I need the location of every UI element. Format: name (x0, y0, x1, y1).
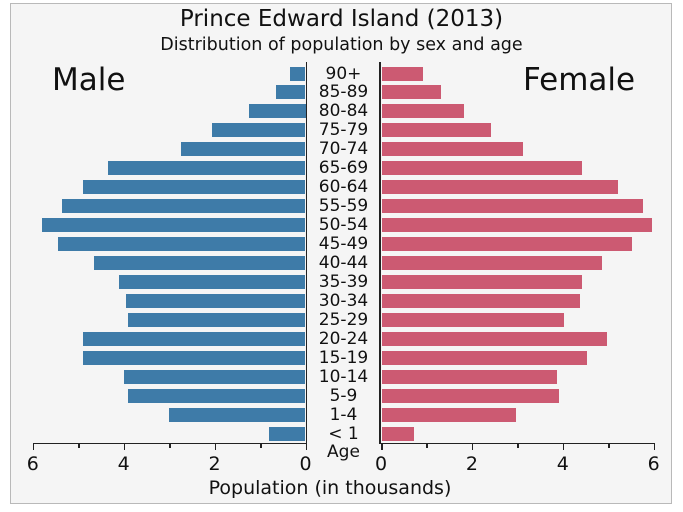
female-bar (382, 104, 464, 119)
female-bar (382, 350, 587, 365)
female-bar (382, 312, 564, 327)
chart-subtitle: Distribution of population by sex and ag… (160, 35, 523, 55)
male-bar (128, 312, 306, 327)
male-axis-tick-label: 6 (26, 452, 39, 475)
age-group-label: 10-14 (318, 366, 369, 387)
male-bar (82, 331, 306, 346)
male-panel-label: Male (52, 62, 126, 98)
age-group-label: 55-59 (318, 196, 369, 217)
age-group-label: 45-49 (318, 234, 369, 255)
female-bar (382, 237, 632, 252)
age-axis-label: Age (327, 442, 360, 462)
age-group-label: 80-84 (318, 101, 369, 122)
male-axis-major-tick (214, 442, 217, 450)
male-bar (212, 123, 306, 138)
age-group-label: 85-89 (318, 82, 369, 103)
male-axis-tick-label: 0 (299, 452, 312, 475)
male-axis-minor-tick (78, 442, 80, 448)
male-bar (180, 142, 306, 157)
female-bar (382, 426, 414, 441)
female-bar (382, 66, 423, 81)
male-bar (248, 104, 306, 119)
plot-frame (10, 3, 672, 504)
female-axis-major-tick (653, 442, 656, 450)
male-bar (94, 256, 306, 270)
age-group-label: 40-44 (318, 253, 369, 273)
female-panel-label: Female (523, 62, 636, 98)
age-group-label: 25-29 (318, 309, 369, 330)
male-bar (128, 388, 306, 403)
age-group-label: 30-34 (318, 290, 369, 311)
age-group-label: 5-9 (329, 385, 358, 406)
age-group-label: 1-4 (329, 404, 358, 425)
female-axis-tick-label: 2 (465, 452, 478, 475)
male-bar (289, 66, 306, 81)
female-axis-major-tick (562, 442, 565, 450)
male-bar (123, 369, 306, 384)
male-bar (107, 161, 306, 176)
female-axis-tick-label: 0 (374, 452, 388, 475)
male-bar (119, 274, 306, 289)
female-bar (382, 256, 603, 270)
male-bar (62, 199, 306, 214)
female-axis-tick-label: 6 (647, 452, 660, 475)
age-group-label: 65-69 (318, 158, 369, 179)
female-bar (382, 161, 582, 176)
age-group-label: 75-79 (318, 120, 369, 141)
male-bar (41, 218, 306, 233)
age-group-label: < 1 (328, 423, 359, 444)
male-bar (125, 293, 306, 308)
age-group-label: 35-39 (318, 271, 369, 292)
female-axis-minor-tick (608, 442, 610, 448)
age-group-label: 60-64 (318, 177, 369, 198)
male-bar (269, 426, 306, 441)
male-axis-minor-tick (169, 442, 171, 448)
male-axis-minor-tick (260, 442, 262, 448)
female-bar (382, 274, 582, 289)
female-axis-minor-tick (426, 442, 428, 448)
male-axis-tick-label: 4 (117, 452, 130, 475)
male-axis-tick-label: 2 (208, 452, 221, 475)
age-group-label: 50-54 (318, 215, 369, 236)
male-bar (82, 180, 306, 195)
female-axis-major-tick (381, 442, 383, 450)
age-group-label: 70-74 (318, 139, 369, 160)
female-bar (382, 388, 560, 403)
x-axis-title: Population (in thousands) (208, 477, 452, 499)
female-bar (382, 293, 580, 308)
female-bar (382, 142, 523, 157)
age-group-label: 20-24 (318, 328, 369, 349)
female-axis-tick-label: 4 (556, 452, 569, 475)
female-axis-minor-tick (517, 442, 519, 448)
male-bar (275, 85, 306, 100)
male-axis-major-tick (123, 442, 126, 450)
chart-title: Prince Edward Island (2013) (179, 6, 504, 32)
male-bar (169, 407, 306, 422)
male-bar (82, 350, 306, 365)
female-bar (382, 407, 517, 422)
male-axis-major-tick (32, 442, 35, 450)
female-bar (382, 85, 442, 100)
male-bar (57, 237, 306, 252)
age-group-label: 90+ (325, 63, 362, 84)
female-x-axis-line (379, 442, 654, 445)
female-bar (382, 199, 644, 214)
female-bar (382, 180, 619, 195)
female-bar (382, 331, 607, 346)
female-bar (382, 369, 557, 384)
female-bar (382, 218, 653, 233)
female-zero-axis-line (379, 62, 381, 445)
female-bar (382, 123, 492, 138)
male-zero-axis-line (305, 62, 308, 445)
female-axis-major-tick (471, 442, 474, 450)
age-group-label: 15-19 (318, 347, 369, 368)
male-axis-major-tick (305, 442, 307, 450)
